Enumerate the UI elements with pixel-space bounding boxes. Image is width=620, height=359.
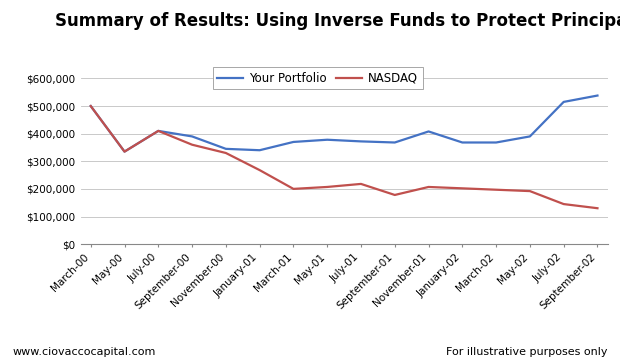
NASDAQ [324,185,331,189]
Line: Your Portfolio: Your Portfolio [91,95,598,151]
NASDAQ [121,149,128,154]
NASDAQ [357,182,365,186]
Your Portfolio [391,140,399,145]
Your Portfolio [594,93,601,98]
Text: For illustrative purposes only: For illustrative purposes only [446,347,608,357]
Your Portfolio [357,139,365,144]
Line: NASDAQ: NASDAQ [91,106,598,208]
NASDAQ [492,187,500,192]
NASDAQ [391,193,399,197]
Your Portfolio [188,134,196,139]
Your Portfolio [560,100,567,104]
Your Portfolio [459,140,466,145]
NASDAQ [290,187,297,191]
Your Portfolio [425,129,432,134]
NASDAQ [459,186,466,191]
Your Portfolio [256,148,264,152]
Your Portfolio [154,129,162,133]
Legend: Your Portfolio, NASDAQ: Your Portfolio, NASDAQ [213,67,423,89]
Your Portfolio [121,149,128,154]
NASDAQ [425,185,432,189]
Your Portfolio [87,104,94,108]
Your Portfolio [222,147,229,151]
Your Portfolio [492,140,500,145]
Your Portfolio [324,137,331,142]
NASDAQ [188,143,196,147]
Text: www.ciovaccocapital.com: www.ciovaccocapital.com [12,347,156,357]
Your Portfolio [526,134,534,139]
NASDAQ [87,104,94,108]
NASDAQ [154,129,162,133]
NASDAQ [256,168,264,172]
Your Portfolio [290,140,297,144]
Title: Summary of Results: Using Inverse Funds to Protect Principal: Summary of Results: Using Inverse Funds … [55,12,620,30]
NASDAQ [222,151,229,155]
NASDAQ [560,202,567,206]
NASDAQ [594,206,601,210]
NASDAQ [526,189,534,193]
